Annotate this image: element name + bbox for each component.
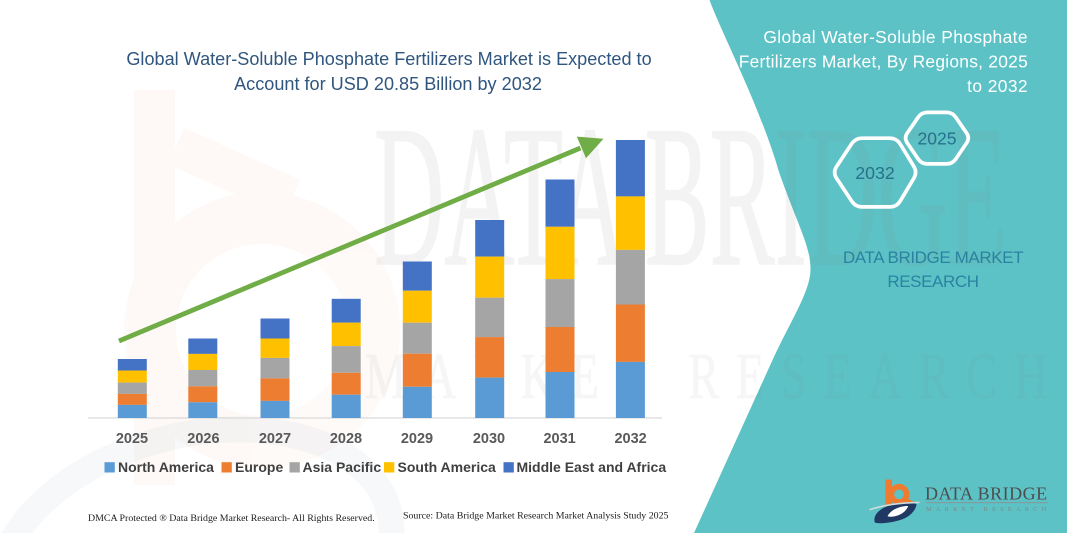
svg-text:2025: 2025 [116, 431, 148, 447]
svg-text:Source: Data Bridge Market Res: Source: Data Bridge Market Research Mark… [403, 511, 669, 522]
svg-text:to 2032: to 2032 [967, 76, 1028, 96]
svg-text:2032: 2032 [614, 431, 646, 447]
svg-text:2026: 2026 [187, 431, 219, 447]
svg-text:Fertilizers Market, By Regions: Fertilizers Market, By Regions, 2025 [739, 52, 1028, 72]
svg-text:DATA BRIDGE MARKET: DATA BRIDGE MARKET [843, 248, 1023, 267]
svg-text:2032: 2032 [855, 163, 895, 183]
svg-text:DMCA Protected ® Data Bridge M: DMCA Protected ® Data Bridge Market Rese… [88, 513, 375, 524]
svg-text:Account for USD 20.85 Billion: Account for USD 20.85 Billion by 2032 [234, 74, 542, 94]
svg-text:Global Water-Soluble Phosphate: Global Water-Soluble Phosphate Fertilize… [126, 49, 651, 69]
svg-text:RESEARCH: RESEARCH [887, 272, 978, 291]
svg-text:2027: 2027 [259, 431, 291, 447]
svg-text:North America: North America [118, 459, 214, 475]
svg-text:MARKET RESEARCH: MARKET RESEARCH [926, 506, 1050, 513]
svg-text:Europe: Europe [235, 459, 283, 475]
svg-text:2030: 2030 [473, 431, 505, 447]
svg-text:2025: 2025 [918, 129, 957, 149]
svg-text:DATA BRIDGE: DATA BRIDGE [925, 484, 1048, 504]
svg-text:Middle East and Africa: Middle East and Africa [517, 459, 667, 475]
svg-text:Asia Pacific: Asia Pacific [303, 459, 382, 475]
svg-text:MARKET RESEARCH: MARKET RESEARCH [365, 340, 1064, 413]
svg-text:2028: 2028 [330, 431, 362, 447]
svg-text:South America: South America [398, 459, 496, 475]
svg-text:2029: 2029 [401, 431, 433, 447]
svg-text:Global Water-Soluble Phosphate: Global Water-Soluble Phosphate [763, 27, 1028, 47]
svg-text:2031: 2031 [543, 431, 575, 447]
